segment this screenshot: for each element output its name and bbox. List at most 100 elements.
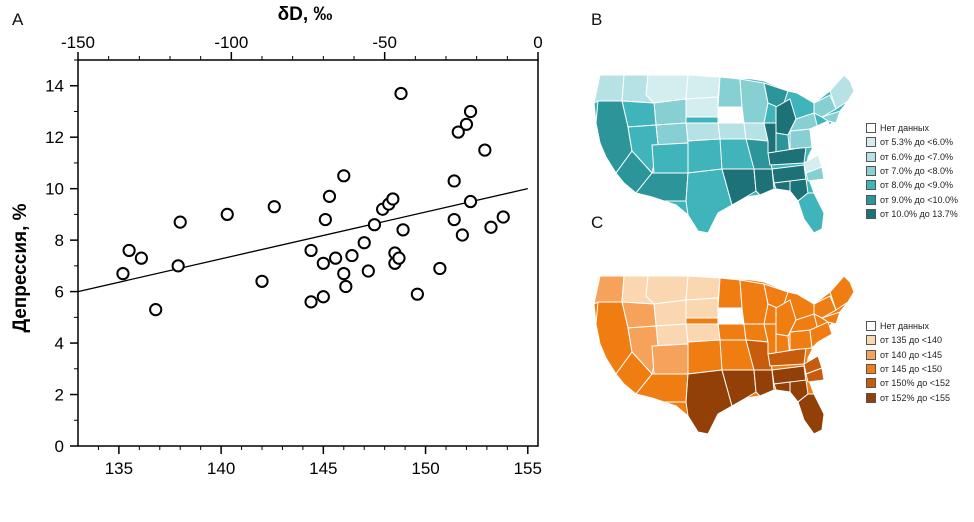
legend-item: от 145 до <150 (866, 362, 950, 376)
data-point (171, 259, 185, 273)
top-tick-label: -150 (61, 33, 95, 52)
plot-frame (77, 59, 539, 447)
data-point (459, 117, 474, 131)
legend-item: Нет данных (866, 319, 950, 333)
legend-item: от 10.0% до 13.7% (866, 207, 958, 221)
data-point (484, 220, 498, 234)
legend-label: от 9.0% до <10.0% (880, 194, 958, 205)
data-point (451, 125, 465, 139)
x-tick-label: 140 (207, 459, 235, 478)
data-point (304, 295, 318, 309)
legend-swatch (866, 194, 876, 205)
data-point (447, 212, 461, 227)
legend-label: от 140 до <145 (880, 349, 942, 360)
trend-line (77, 188, 528, 293)
legend-item: от 7.0% до <8.0% (866, 164, 958, 178)
legend-swatch (866, 166, 876, 177)
data-point (173, 215, 187, 229)
legend-label: от 7.0% до <8.0% (880, 166, 953, 177)
panel-label-a: A (12, 10, 24, 29)
top-tick-label: 0 (533, 33, 542, 52)
data-point (396, 223, 410, 237)
panel-label-c: C (591, 213, 604, 232)
data-point (116, 266, 130, 281)
x-tick-label: 135 (105, 459, 133, 478)
data-point (345, 248, 359, 263)
data-point (149, 303, 163, 317)
chart-axes: 135 140 145 150 155 0 2 4 6 8 10 12 14 -150 -100 -50 0 (45, 33, 543, 478)
legend-swatch (866, 364, 876, 375)
legend-swatch (866, 137, 876, 148)
map-deuterium (593, 275, 855, 435)
data-point (410, 287, 424, 301)
data-point (316, 290, 330, 304)
legend-label: от 5.3% до <6.0% (880, 137, 953, 148)
y-tick-label: 6 (55, 283, 64, 302)
legend-swatch (866, 392, 876, 403)
legend-item: от 152% до <155 (866, 390, 950, 404)
data-point (220, 207, 234, 221)
y-tick-label: 12 (45, 128, 64, 147)
legend-swatch (866, 151, 876, 162)
panel-label-b: B (591, 10, 603, 29)
legend-label: Нет данных (880, 123, 929, 134)
legend-item: Нет данных (866, 121, 958, 135)
legend-label: от 150% до <152 (880, 378, 950, 389)
legend-swatch (866, 321, 876, 332)
data-point (134, 251, 148, 265)
data-point (337, 266, 351, 281)
legend-item: от 135 до <140 (866, 333, 950, 347)
map-depression (593, 74, 855, 234)
legend-label: от 145 до <150 (880, 364, 942, 375)
x-tick-label: 155 (514, 459, 542, 478)
y-axis-label: Депрессия, % (10, 203, 31, 332)
legend-item: от 8.0% до <9.0% (866, 178, 958, 192)
legend-label: от 10.0% до 13.7% (880, 208, 958, 219)
legend-item: от 140 до <145 (866, 348, 950, 362)
data-point (392, 251, 406, 265)
legend-c: Нет данных от 135 до <140 от 140 до <145… (866, 319, 950, 405)
legend-label: от 135 до <140 (880, 335, 942, 346)
data-point (496, 210, 510, 224)
top-tick-label: -50 (372, 33, 397, 52)
legend-label: от 8.0% до <9.0% (880, 180, 953, 191)
data-point (447, 174, 461, 188)
data-point (433, 261, 447, 276)
data-point (478, 143, 492, 157)
x-tick-label: 150 (411, 459, 439, 478)
top-tick-label: -100 (214, 33, 248, 52)
legend-label: Нет данных (880, 321, 929, 332)
y-tick-label: 2 (55, 386, 64, 405)
data-point (361, 264, 375, 278)
data-point (337, 169, 351, 183)
legend-item: от 9.0% до <10.0% (866, 192, 958, 206)
legend-swatch (866, 335, 876, 346)
data-point (329, 251, 343, 265)
data-point (255, 274, 269, 288)
legend-swatch (866, 123, 876, 134)
y-tick-label: 14 (45, 77, 64, 96)
data-point (463, 104, 478, 119)
data-points (116, 86, 510, 317)
legend-b: Нет данных от 5.3% до <6.0% от 6.0% до <… (866, 121, 958, 221)
x-tick-label: 145 (309, 459, 337, 478)
data-point (318, 212, 332, 227)
legend-label: от 152% до <155 (880, 392, 950, 403)
legend-swatch (866, 378, 876, 389)
legend-item: от 150% до <152 (866, 376, 950, 390)
y-tick-label: 10 (45, 180, 64, 199)
legend-item: от 6.0% до <7.0% (866, 150, 958, 164)
data-point (316, 256, 330, 270)
data-point (367, 218, 382, 232)
data-point (122, 243, 136, 258)
legend-item: от 5.3% до <6.0% (866, 135, 958, 149)
legend-swatch (866, 208, 876, 219)
data-point (463, 194, 478, 209)
y-tick-label: 0 (55, 437, 64, 456)
data-point (267, 200, 281, 214)
y-tick-label: 8 (55, 231, 64, 250)
top-axis-label: δD, ‰ (278, 4, 333, 25)
legend-swatch (866, 349, 876, 360)
y-tick-label: 4 (55, 334, 64, 353)
